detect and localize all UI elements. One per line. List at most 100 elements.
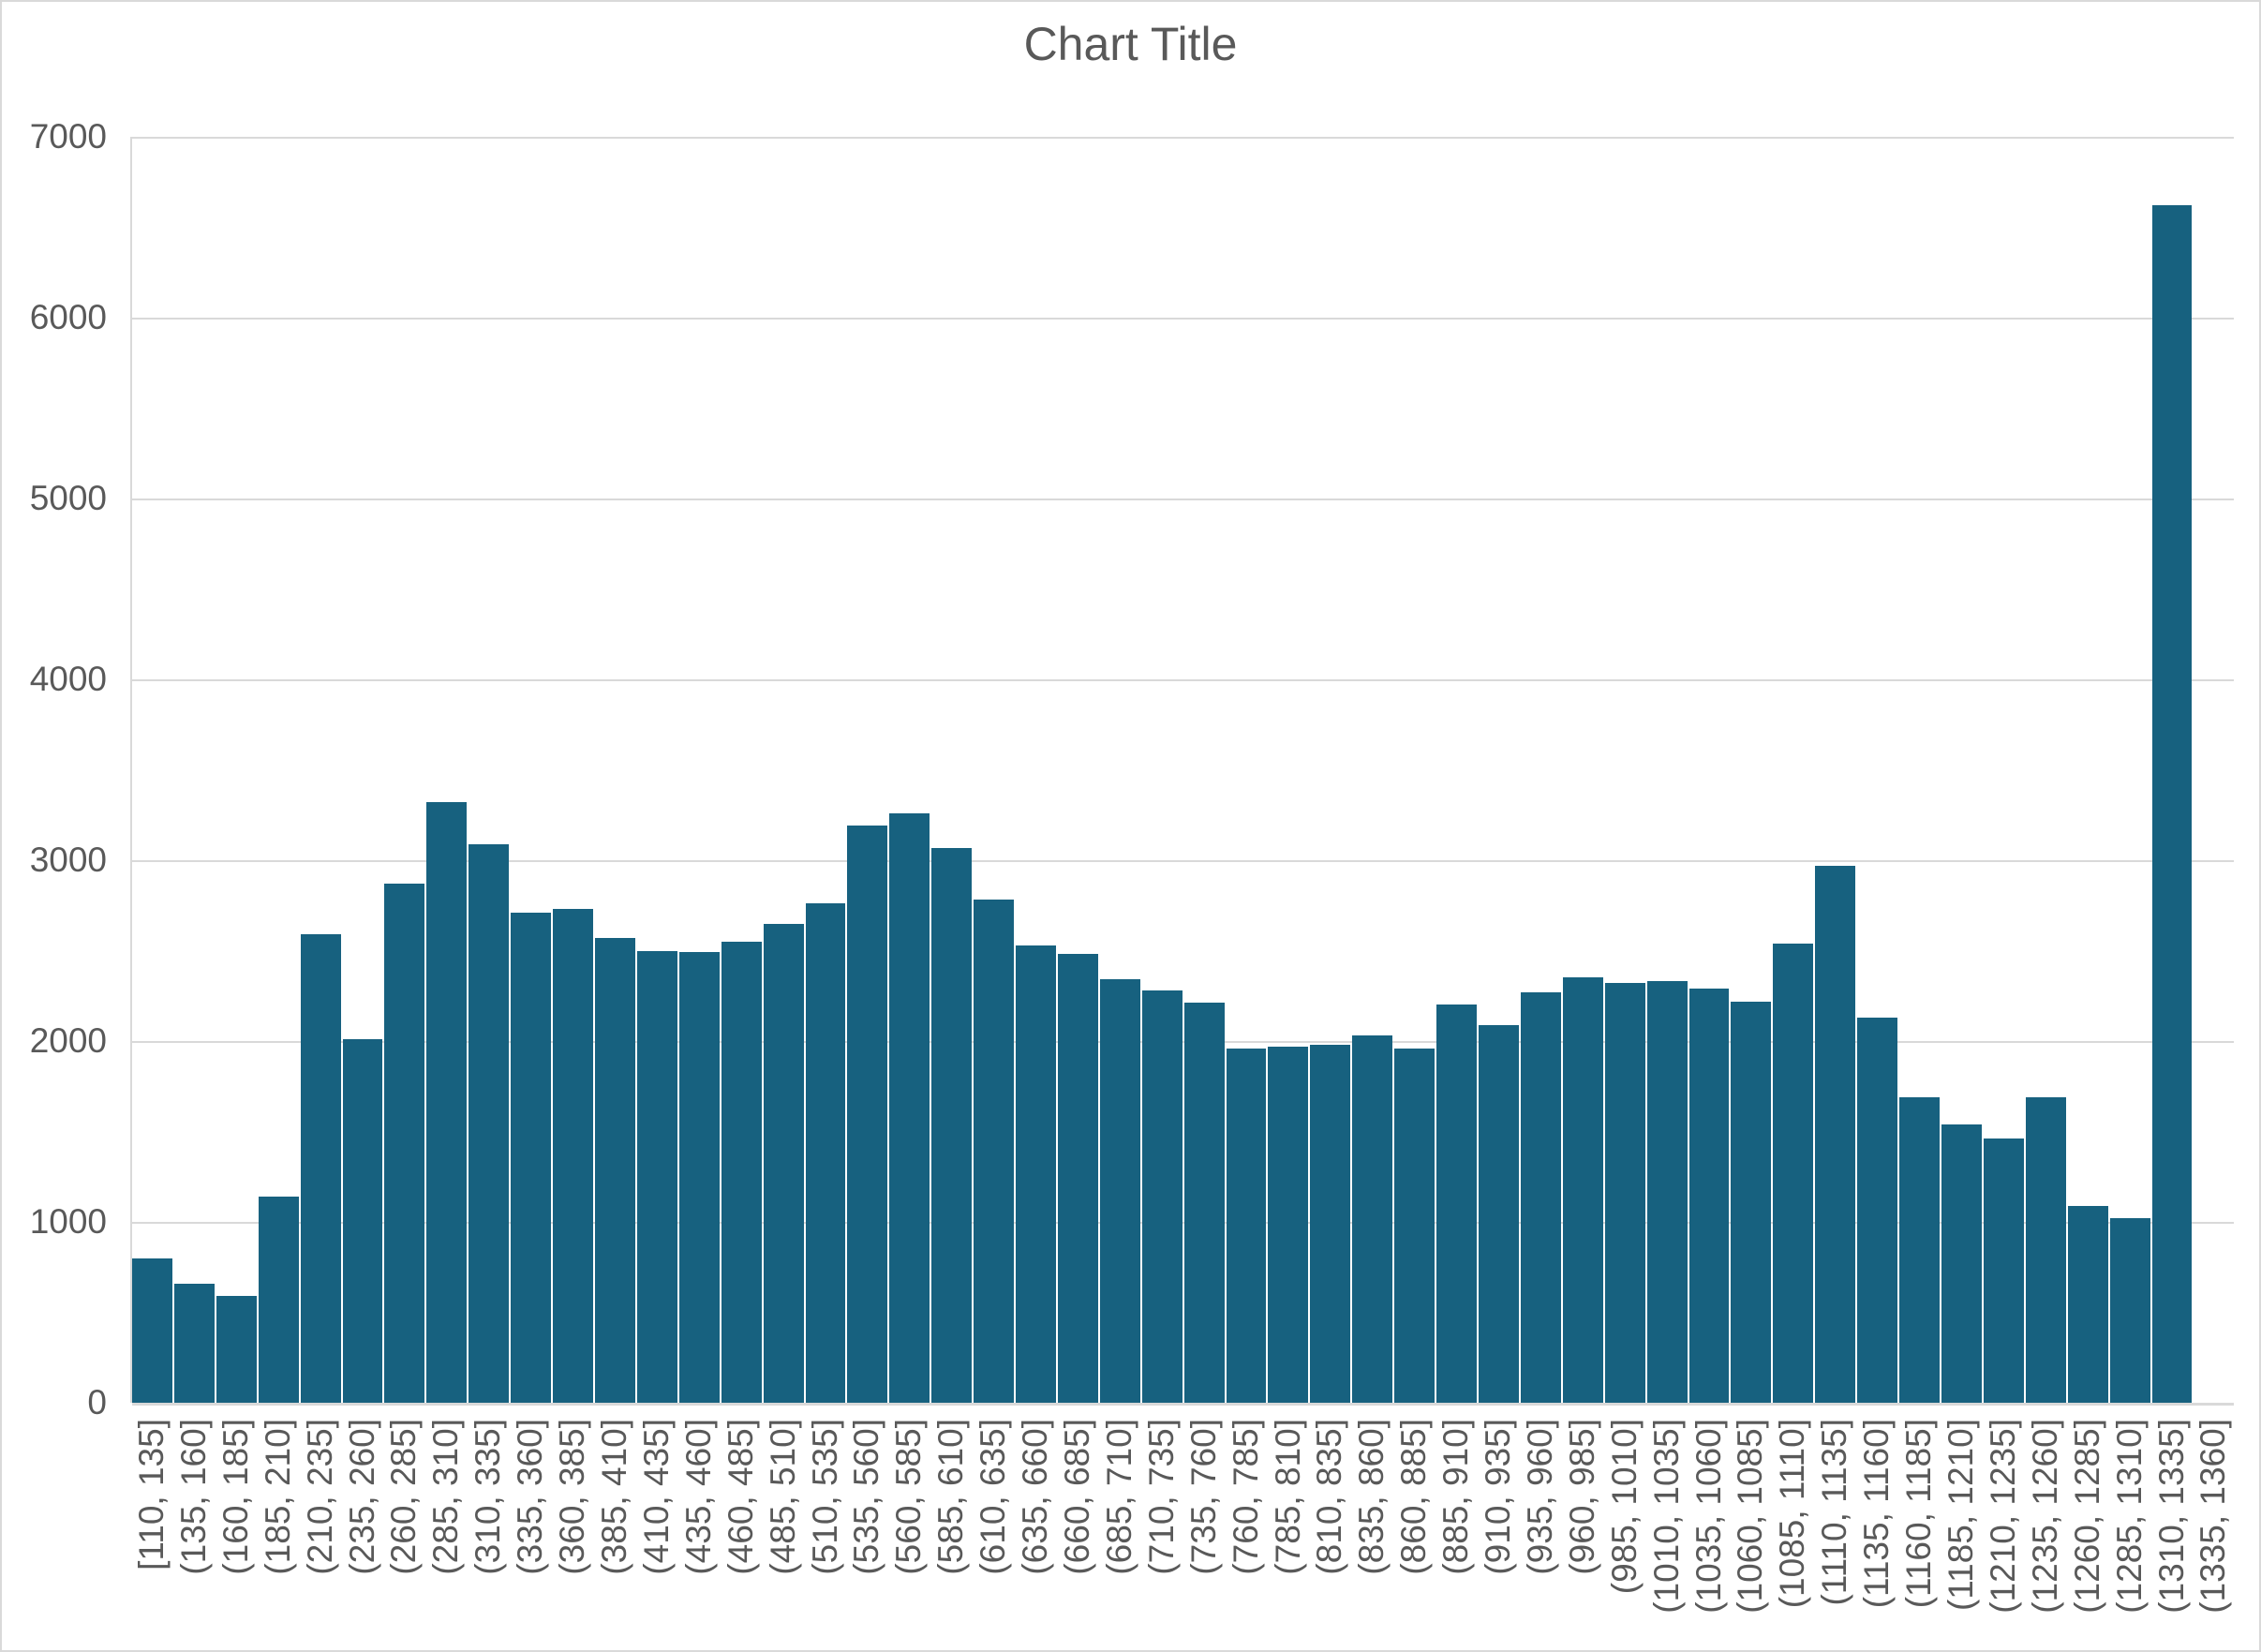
x-axis-tick-label: (510, 535]	[805, 1419, 844, 1575]
x-axis-tick: (1260, 1285]	[2068, 1419, 2108, 1614]
gridline-7000	[132, 137, 2234, 139]
y-axis-tick-label: 4000	[29, 660, 107, 698]
x-axis-tick-label: (910, 935]	[1479, 1419, 1518, 1575]
x-axis-tick-label: (785, 810]	[1268, 1419, 1307, 1575]
x-axis-tick: (210, 235]	[301, 1419, 341, 1575]
plot-area	[130, 137, 2234, 1406]
x-axis-tick-label: (685, 710]	[1099, 1419, 1138, 1575]
x-axis-tick: (710, 735]	[1142, 1419, 1183, 1575]
y-axis-line	[130, 137, 132, 1403]
x-axis-tick-label: (1010, 1035]	[1646, 1419, 1686, 1614]
histogram-bar	[173, 1283, 215, 1403]
x-axis-tick-label: (635, 660]	[1016, 1419, 1055, 1575]
x-axis-tick: (660, 685]	[1058, 1419, 1098, 1575]
y-axis-tick-label: 7000	[29, 117, 107, 156]
x-axis-tick-label: [110, 135]	[132, 1419, 171, 1570]
histogram-bar	[1983, 1139, 2024, 1403]
x-axis-tick: (985, 1010]	[1605, 1419, 1645, 1594]
x-axis-tick-label: (160, 185]	[216, 1419, 255, 1575]
x-axis-tick-label: (710, 735]	[1141, 1419, 1181, 1575]
histogram-bar	[1016, 945, 1056, 1403]
y-axis-tick-label: 2000	[29, 1021, 107, 1060]
histogram-bar	[384, 884, 425, 1403]
x-axis-tick-label: (485, 510]	[763, 1419, 802, 1575]
x-axis-tick: (235, 260]	[343, 1419, 383, 1575]
histogram-bar	[2025, 1096, 2066, 1403]
x-axis-tick: (1335, 1360]	[2194, 1419, 2234, 1614]
x-axis-tick-label: (1235, 1260]	[2025, 1419, 2064, 1614]
x-axis-tick: (160, 185]	[216, 1419, 257, 1575]
histogram-bar	[1479, 1024, 1519, 1403]
histogram-bar	[1141, 990, 1183, 1403]
x-axis-tick: (1060, 1085]	[1731, 1419, 1771, 1614]
histogram-bar	[678, 952, 720, 1403]
x-axis-tick-label: (885, 910]	[1436, 1419, 1476, 1575]
x-axis-tick: (735, 760]	[1184, 1419, 1225, 1575]
x-axis-tick: (810, 835]	[1310, 1419, 1350, 1575]
x-axis-tick-label: (1110, 1135]	[1815, 1419, 1854, 1606]
x-axis-tick: (410, 435]	[637, 1419, 677, 1575]
x-axis-tick-label: (210, 235]	[300, 1419, 339, 1575]
x-axis-tick: (285, 310]	[426, 1419, 467, 1575]
y-axis-tick-label: 3000	[29, 841, 107, 879]
x-axis-tick-label: (760, 785]	[1226, 1419, 1265, 1575]
x-axis-tick-label: (835, 860]	[1352, 1419, 1391, 1575]
histogram-bar	[1520, 991, 1561, 1403]
x-axis-tick-label: (410, 435]	[636, 1419, 676, 1575]
x-axis-tick: (1160, 1185]	[1899, 1419, 1940, 1608]
x-axis-tick: (310, 335]	[469, 1419, 509, 1575]
histogram-bar	[1562, 977, 1603, 1403]
x-axis-tick-label: (310, 335]	[469, 1419, 508, 1575]
x-axis-tick: (760, 785]	[1227, 1419, 1267, 1575]
x-axis-tick-label: (935, 960]	[1520, 1419, 1559, 1575]
histogram-bar	[847, 826, 888, 1403]
x-axis-tick: (1010, 1035]	[1647, 1419, 1688, 1614]
histogram-bar	[1183, 1003, 1225, 1403]
x-axis-tick: (485, 510]	[764, 1419, 804, 1575]
x-axis-tick: (885, 910]	[1436, 1419, 1477, 1575]
x-axis-tick: (435, 460]	[679, 1419, 720, 1575]
x-axis-tick: (260, 285]	[384, 1419, 424, 1575]
x-axis-tick-label: (385, 410]	[595, 1419, 633, 1575]
histogram-bar	[721, 941, 762, 1403]
histogram-bar	[1646, 981, 1688, 1403]
x-axis-tick: (1135, 1160]	[1857, 1419, 1897, 1608]
x-axis-tick-label: (335, 360]	[511, 1419, 550, 1575]
histogram-bar	[553, 909, 593, 1403]
x-axis-line	[132, 1403, 2234, 1406]
histogram-bar	[1604, 983, 1645, 1403]
x-axis-tick: (1210, 1235]	[1984, 1419, 2024, 1614]
x-axis-tick-label: (585, 610]	[931, 1419, 971, 1575]
y-axis-tick-label: 5000	[29, 479, 107, 517]
x-axis-tick: (910, 935]	[1479, 1419, 1519, 1575]
histogram-bar	[763, 923, 804, 1403]
histogram-bar	[1099, 979, 1140, 1403]
gridline-1000	[132, 1222, 2234, 1224]
x-axis-tick-label: (260, 285]	[384, 1419, 424, 1575]
x-axis-tick-label: (360, 385]	[553, 1419, 592, 1575]
y-axis-tick-label: 6000	[29, 298, 107, 336]
histogram-bar	[1857, 1017, 1898, 1403]
histogram-bar	[1057, 954, 1098, 1403]
histogram-bar	[132, 1258, 172, 1403]
gridline-2000	[132, 1041, 2234, 1043]
histogram-bar	[1226, 1048, 1267, 1403]
x-axis-tick: (1035, 1060]	[1689, 1419, 1730, 1614]
gridline-3000	[132, 860, 2234, 862]
x-axis-tick: (560, 585]	[889, 1419, 930, 1575]
histogram-bar	[2109, 1218, 2150, 1403]
histogram-bar	[1773, 943, 1814, 1403]
x-axis-tick-label: (610, 635]	[974, 1419, 1013, 1575]
histogram-bar	[1436, 1005, 1477, 1403]
x-axis-tick: (510, 535]	[806, 1419, 846, 1575]
x-axis-tick-label: (135, 160]	[173, 1419, 213, 1575]
histogram-bar	[511, 912, 552, 1403]
histogram-bar	[1899, 1096, 1940, 1403]
x-axis-tick-label: (1310, 1335]	[2151, 1419, 2191, 1614]
x-axis-tick-label: (1185, 1210]	[1941, 1419, 1980, 1612]
x-axis-tick: (785, 810]	[1268, 1419, 1308, 1575]
x-axis-tick: (335, 360]	[511, 1419, 551, 1575]
x-axis-tick-label: (185, 210]	[258, 1419, 297, 1575]
x-axis-tick-label: (1135, 1160]	[1857, 1419, 1897, 1609]
x-axis-tick: (1085, 1110]	[1773, 1419, 1813, 1608]
